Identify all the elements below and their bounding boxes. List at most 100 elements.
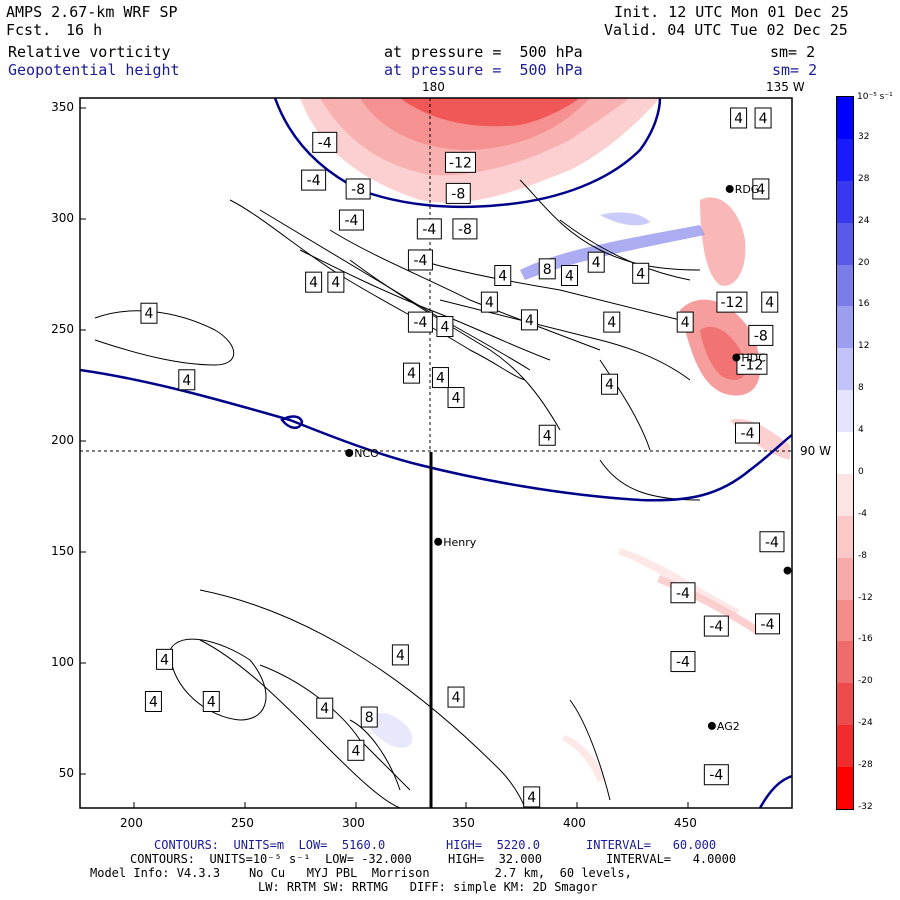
- colorbar-unit: 10⁻⁵ s⁻¹: [857, 92, 893, 102]
- svg-text:-4: -4: [413, 253, 427, 269]
- svg-text:4: 4: [309, 275, 318, 291]
- colorbar-label: 16: [858, 299, 870, 310]
- colorbar-label: -4: [858, 508, 867, 519]
- svg-text:4: 4: [331, 275, 340, 291]
- svg-text:-4: -4: [307, 173, 321, 189]
- contour-label: 4: [494, 265, 512, 286]
- y-tick-200: 200: [51, 433, 74, 447]
- field1-level: at pressure = 500 hPa: [384, 43, 583, 61]
- contour-label: -4: [703, 615, 729, 637]
- footer-vorticity-contours: CONTOURS: UNITS=10⁻⁵ s⁻¹ LOW= -32.000: [130, 852, 412, 866]
- contour-label: -8: [345, 178, 371, 200]
- contour-label: 4: [730, 107, 748, 129]
- svg-text:4: 4: [452, 391, 461, 407]
- contour-label: 4: [676, 311, 694, 333]
- svg-text:4: 4: [734, 111, 743, 127]
- svg-text:4: 4: [351, 743, 360, 759]
- svg-text:4: 4: [440, 320, 449, 336]
- svg-text:HDC: HDC: [741, 352, 766, 365]
- colorbar-label: 20: [858, 257, 870, 268]
- station-marker: AG2: [707, 720, 740, 733]
- valid-time: Valid. 04 UTC Tue 02 Dec 25: [604, 21, 848, 39]
- svg-text:4: 4: [498, 269, 507, 285]
- svg-text:4: 4: [485, 295, 494, 311]
- y-tick-300: 300: [51, 211, 74, 225]
- svg-text:4: 4: [149, 695, 158, 711]
- colorbar-segment: [837, 683, 853, 726]
- contour-label: 4: [480, 291, 498, 313]
- svg-text:-4: -4: [676, 655, 690, 671]
- contour-label: 4: [391, 644, 409, 666]
- contour-label: 4: [520, 309, 538, 331]
- colorbar-label: -16: [858, 634, 873, 645]
- colorbar-label: -24: [858, 718, 873, 729]
- contour-label: 4: [140, 302, 158, 324]
- colorbar-label: -12: [858, 592, 873, 603]
- contour-label: -8: [445, 182, 471, 204]
- contour-label: 4: [144, 691, 162, 712]
- contour-label: -12: [716, 291, 748, 313]
- contour-label: 4: [754, 107, 772, 129]
- axis-ticks: [80, 107, 689, 808]
- colorbar-segment: [837, 180, 853, 223]
- lon-label-135w: 135 W: [766, 80, 805, 94]
- colorbar-segment: [837, 97, 853, 139]
- footer-height-contours: CONTOURS: UNITS=m LOW= 5160.0: [154, 838, 386, 852]
- contour-label: 4: [601, 373, 619, 395]
- x-tick-200: 200: [120, 816, 143, 830]
- contour-label: -4: [416, 218, 442, 240]
- contour-label: 4: [202, 691, 220, 712]
- contour-label: 4: [752, 178, 770, 200]
- vorticity-contours: [94, 179, 701, 808]
- y-tick-100: 100: [51, 655, 74, 669]
- svg-text:-4: -4: [761, 617, 775, 633]
- footer-model-info: Model Info: V4.3.3 No Cu MYJ PBL Morriso…: [90, 866, 632, 880]
- svg-text:4: 4: [592, 255, 601, 271]
- svg-text:-12: -12: [449, 155, 472, 171]
- colorbar-segment: [837, 390, 853, 432]
- colorbar-segment: [837, 473, 853, 516]
- forecast-value: 16 h: [66, 21, 103, 39]
- colorbar-segment: [837, 432, 853, 474]
- y-tick-250: 250: [51, 322, 74, 336]
- contour-label: 4: [431, 367, 449, 389]
- station-marker: Henry: [434, 536, 477, 549]
- contour-label: 4: [538, 424, 556, 446]
- lon-label-180: 180: [422, 80, 445, 94]
- contour-label: 4: [327, 271, 345, 293]
- model-title: AMPS 2.67-km WRF SP: [6, 3, 178, 21]
- footer-height-interval: INTERVAL= 60.000: [586, 838, 717, 852]
- colorbar-label: -28: [858, 760, 873, 771]
- colorbar: [836, 96, 854, 810]
- svg-text:AG2: AG2: [717, 720, 740, 733]
- x-tick-250: 250: [231, 816, 254, 830]
- svg-text:-4: -4: [765, 535, 779, 551]
- contour-label: 4: [761, 291, 779, 313]
- svg-text:4: 4: [543, 428, 552, 444]
- svg-text:-4: -4: [344, 213, 358, 229]
- colorbar-label: 0: [858, 466, 864, 477]
- contour-label: 4: [178, 369, 196, 391]
- contour-label: -4: [735, 422, 760, 444]
- footer-vorticity-high: HIGH= 32.000: [448, 852, 542, 866]
- contour-label: 4: [632, 262, 650, 284]
- contour-label: 4: [436, 316, 454, 338]
- x-tick-350: 350: [452, 816, 475, 830]
- colorbar-segment: [837, 557, 853, 600]
- svg-text:4: 4: [527, 790, 536, 806]
- contour-label: -8: [452, 218, 478, 240]
- contour-label: -4: [759, 531, 785, 553]
- colorbar-label: 24: [858, 215, 870, 226]
- contour-label: 4: [305, 271, 323, 293]
- contour-label: -8: [748, 324, 774, 346]
- colorbar-segment: [837, 725, 853, 767]
- footer-physics-info: LW: RRTM SW: RRTMG DIFF: simple KM: 2D S…: [258, 880, 598, 894]
- station-marker: RDG: [725, 183, 759, 196]
- colorbar-label: 8: [858, 383, 864, 394]
- contour-label: 4: [347, 739, 365, 761]
- contour-label: -4: [670, 582, 696, 604]
- forecast-label: Fcst.: [6, 21, 52, 39]
- contour-label: -4: [670, 651, 696, 673]
- svg-text:4: 4: [436, 371, 445, 387]
- svg-text:NCO: NCO: [354, 447, 379, 460]
